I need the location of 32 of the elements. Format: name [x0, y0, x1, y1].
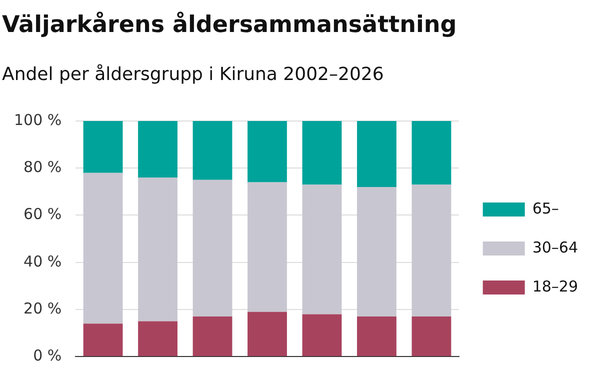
- legend-label: 18–29: [532, 277, 578, 296]
- bar: [302, 314, 342, 356]
- bar: [357, 121, 396, 187]
- bar: [357, 186, 396, 317]
- bar: [83, 121, 123, 173]
- legend-label: 30–64: [532, 238, 578, 256]
- bar: [248, 182, 287, 312]
- bar: [138, 321, 178, 356]
- bar: [248, 121, 287, 182]
- bar: [192, 180, 232, 317]
- y-tick-label: 0 %: [33, 346, 62, 364]
- chart-title: Väljarkårens åldersammansättning: [2, 12, 457, 38]
- legend-label: 65–: [532, 199, 559, 218]
- y-tick-label: 20 %: [24, 299, 62, 318]
- y-tick-label: 80 %: [24, 158, 62, 176]
- bar: [138, 121, 178, 178]
- bar: [302, 121, 342, 185]
- bar: [192, 316, 232, 356]
- y-tick-label: 100 %: [14, 110, 62, 129]
- bar: [412, 121, 452, 185]
- bar: [192, 121, 232, 180]
- bar: [412, 184, 452, 317]
- bar: [83, 172, 123, 324]
- bar: [138, 178, 178, 322]
- y-tick-label: 40 %: [24, 252, 62, 270]
- bar: [248, 312, 287, 356]
- bar: [357, 316, 396, 356]
- bar: [302, 184, 342, 314]
- bar: [83, 324, 123, 356]
- bar: [412, 316, 452, 356]
- chart-subtitle: Andel per åldersgrupp i Kiruna 2002–2026: [2, 64, 384, 85]
- y-tick-label: 60 %: [24, 205, 62, 224]
